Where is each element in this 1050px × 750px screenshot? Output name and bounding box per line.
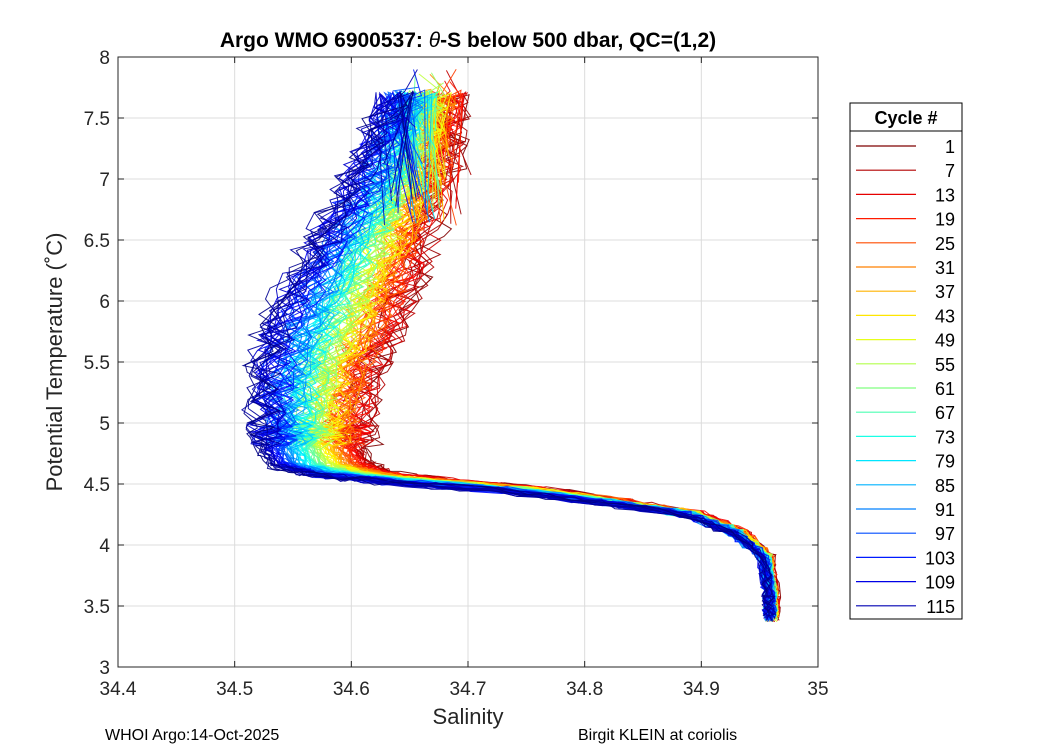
legend-entries: 1 7 13 19 25 31 37 43 49 55 61 67 73 79 85 91 97 103 109 11… [856, 137, 955, 617]
cycle-profile-line [256, 91, 776, 621]
legend-label: 61 [935, 379, 955, 399]
legend-label: 31 [935, 258, 955, 278]
legend-label: 85 [935, 476, 955, 496]
x-tick-label: 34.4 [100, 679, 137, 700]
y-tick-label: 5 [99, 414, 110, 435]
grid [117, 56, 819, 668]
cycle-profile-line [256, 92, 777, 620]
y-tick-label: 3 [99, 658, 110, 679]
legend-label: 1 [945, 137, 955, 157]
legend-title: Cycle # [874, 108, 937, 128]
legend-label: 37 [935, 282, 955, 302]
cycle-profile-line [338, 93, 782, 623]
legend-label: 25 [935, 234, 955, 254]
legend-label: 43 [935, 306, 955, 326]
legend-label: 7 [945, 161, 955, 181]
legend-label: 103 [925, 548, 955, 568]
cycle-profile-line [243, 90, 776, 623]
cycle-profile-line [247, 91, 777, 619]
x-tick-label: 34.6 [333, 679, 370, 700]
cycle-profile-line [266, 91, 777, 620]
y-axis-label: Potential Temperature (˚C) [42, 233, 67, 492]
y-tick-label: 4.5 [84, 475, 110, 496]
cycle-profile-line [275, 96, 777, 617]
y-tick-label: 7.5 [84, 109, 110, 130]
legend-label: 67 [935, 403, 955, 423]
legend-label: 91 [935, 500, 955, 520]
footer-right: Birgit KLEIN at coriolis [578, 727, 737, 744]
x-tick-label: 35 [807, 679, 828, 700]
profile-lines [241, 69, 782, 623]
cycle-profile-line [244, 91, 773, 617]
legend-label: 97 [935, 524, 955, 544]
y-tick-label: 6.5 [84, 231, 110, 252]
cycle-profile-line [247, 91, 775, 616]
cycle-profile-line [245, 92, 776, 619]
y-tick-label: 7 [99, 170, 110, 191]
y-tick-label: 5.5 [84, 353, 110, 374]
legend-label: 55 [935, 355, 955, 375]
cycle-profile-line [258, 90, 777, 620]
y-tick-label: 4 [99, 536, 110, 557]
legend-label: 19 [935, 210, 955, 230]
legend-label: 79 [935, 452, 955, 472]
x-axis-label: Salinity [433, 704, 504, 729]
cycle-profile-line [275, 96, 774, 616]
cycle-profile-line [249, 93, 774, 616]
y-tick-label: 8 [99, 48, 110, 69]
cycle-profile-line [241, 96, 775, 621]
x-tick-label: 34.8 [566, 679, 603, 700]
legend-label: 109 [925, 573, 955, 593]
y-tick-label: 3.5 [84, 597, 110, 618]
legend-label: 13 [935, 185, 955, 205]
cycle-profile-line [328, 93, 776, 617]
x-tick-label: 34.9 [683, 679, 720, 700]
y-tick-label: 6 [99, 292, 110, 313]
footer-left: WHOI Argo:14-Oct-2025 [105, 727, 279, 744]
x-tick-label: 34.5 [216, 679, 253, 700]
legend-label: 115 [926, 597, 955, 617]
legend-label: 49 [935, 331, 955, 351]
cycle-profile-line [299, 94, 776, 620]
axis-ticks: 34.4 34.5 34.6 34.7 34.8 34.9 35 3 3.5 4 4.5 5 5.5 6 6… [84, 48, 829, 700]
legend-label: 73 [935, 427, 955, 447]
legend: Cycle # 1 7 13 19 25 31 37 43 49 55 61 67 73 79 85 91 97… [849, 102, 963, 620]
cycle-profile-line [321, 69, 780, 617]
chart-title: Argo WMO 6900537: θ-S below 500 dbar, QC… [220, 29, 716, 52]
x-tick-label: 34.7 [450, 679, 487, 700]
